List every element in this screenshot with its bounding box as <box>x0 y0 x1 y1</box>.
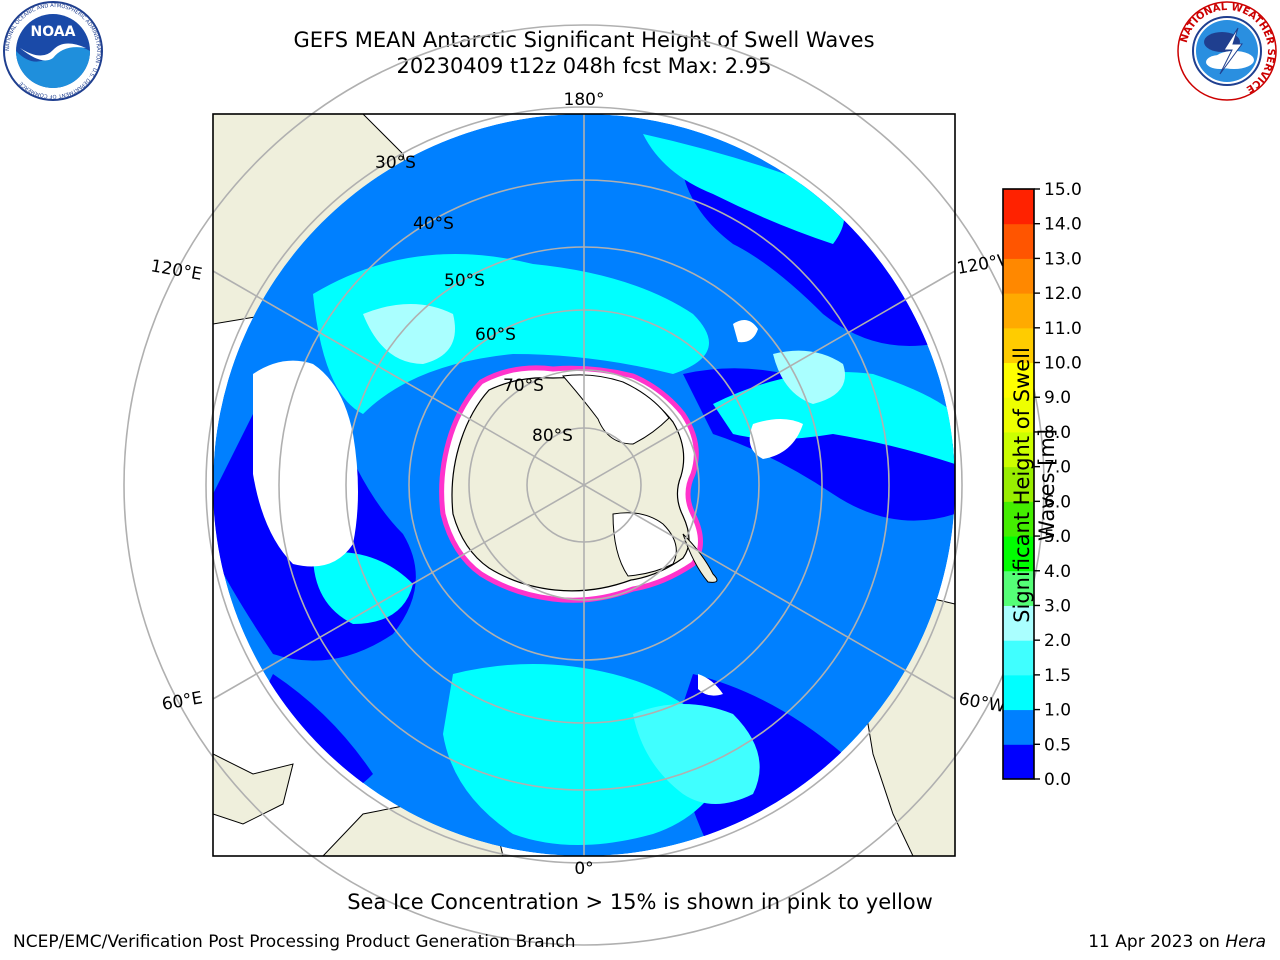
colorbar-tick-label: 1.5 <box>1044 666 1071 686</box>
colorbar-label: Significant Height of Swell Waves [m] <box>1010 347 1059 623</box>
antarctica <box>439 365 718 603</box>
colorbar-bin <box>1003 362 1034 398</box>
colorbar-tick-label: 0.5 <box>1044 735 1071 755</box>
colorbar-tick-label: 7.0 <box>1044 458 1071 478</box>
lon-label-180: 180° <box>564 90 605 110</box>
sea-ice-note: Sea Ice Concentration > 15% is shown in … <box>347 890 933 914</box>
footer-credit: NCEP/EMC/Verification Post Processing Pr… <box>13 932 576 952</box>
colorbar-tick-label: 1.0 <box>1044 701 1071 721</box>
colorbar-tick-label: 13.0 <box>1044 249 1082 269</box>
colorbar-bin <box>1003 605 1034 641</box>
colorbar: 0.0 0.5 1.0 1.5 2.0 3.0 4.0 5.0 6.0 7.0 8.0 9.0 10.0… <box>1002 180 1082 790</box>
colorbar-tick-label: 5.0 <box>1044 527 1071 547</box>
nws-logo-icon: NATIONAL WEATHER SERVICE <box>1177 1 1277 101</box>
noaa-logo-icon: NOAA NATIONAL OCEANIC AND ATMOSPHERIC AD… <box>3 1 103 101</box>
colorbar-bin <box>1003 293 1034 329</box>
colorbar-tick-label: 11.0 <box>1044 319 1082 339</box>
colorbar-bin <box>1003 674 1034 711</box>
lat-label-70s: 70°S <box>503 376 544 396</box>
colorbar-tick-label: 0.0 <box>1044 770 1071 790</box>
colorbar-bin <box>1003 536 1034 572</box>
colorbar-bin <box>1003 431 1034 468</box>
footer-date-text: 11 Apr 2023 on <box>1088 932 1220 952</box>
colorbar-bin <box>1003 501 1034 537</box>
lat-label-60s: 60°S <box>475 325 516 345</box>
colorbar-tick-label: 6.0 <box>1044 492 1071 512</box>
colorbar-bin <box>1003 327 1034 364</box>
colorbar-tick-label: 10.0 <box>1044 354 1082 374</box>
footer-date: 11 Apr 2023 on Hera <box>1088 932 1266 952</box>
colorbar-bin <box>1003 223 1034 259</box>
lat-label-40s: 40°S <box>413 214 454 234</box>
colorbar-bin <box>1003 397 1034 433</box>
polar-map: 30°S 40°S 50°S 60°S 70°S 80°S 180° 0° 12… <box>123 24 1045 946</box>
colorbar-bin <box>1003 466 1034 502</box>
colorbar-bin <box>1003 640 1034 676</box>
colorbar-bin <box>1003 744 1034 780</box>
lat-label-50s: 50°S <box>444 271 485 291</box>
chart-subtitle: 20230409 t12z 048h fcst Max: 2.95 <box>396 54 772 78</box>
lon-label-120e: 120°E <box>149 256 203 285</box>
colorbar-tick-label: 15.0 <box>1044 180 1082 200</box>
colorbar-bin <box>1003 570 1034 606</box>
lon-label-60e: 60°E <box>160 688 204 715</box>
colorbar-tick-label: 8.0 <box>1044 423 1071 443</box>
lat-label-80s: 80°S <box>532 426 573 446</box>
colorbar-tick-label: 14.0 <box>1044 215 1082 235</box>
colorbar-tick-label: 4.0 <box>1044 562 1071 582</box>
graticule <box>123 24 1045 946</box>
map-border <box>212 113 956 857</box>
noaa-logo-text: NOAA <box>31 24 76 40</box>
colorbar-bin <box>1003 258 1034 294</box>
lat-label-30s: 30°S <box>375 153 416 173</box>
chart-title: GEFS MEAN Antarctic Significant Height o… <box>293 28 875 52</box>
footer-machine: Hera <box>1225 932 1266 952</box>
colorbar-tick-label: 9.0 <box>1044 388 1071 408</box>
colorbar-bin <box>1003 189 1034 225</box>
lon-label-0: 0° <box>574 859 593 879</box>
colorbar-tick-label: 12.0 <box>1044 284 1082 304</box>
colorbar-tick-label: 2.0 <box>1044 631 1071 651</box>
colorbar-bin <box>1003 709 1034 745</box>
colorbar-tick-label: 3.0 <box>1044 596 1071 616</box>
